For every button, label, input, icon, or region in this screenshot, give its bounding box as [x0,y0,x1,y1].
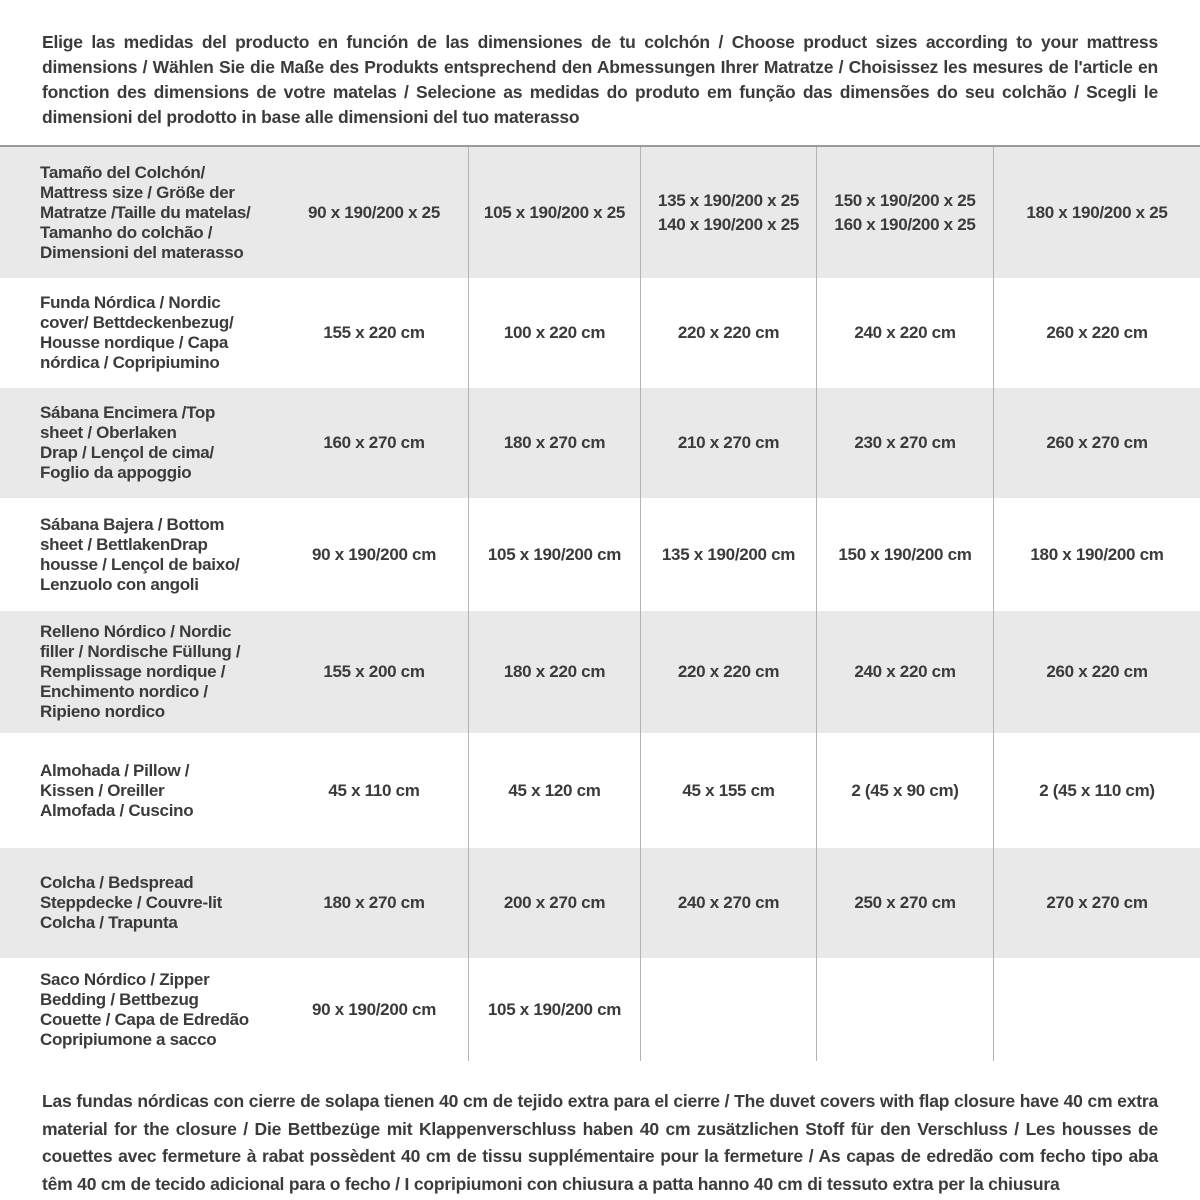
size-cell: 220 x 220 cm [640,611,816,733]
size-cell: 260 x 270 cm [993,388,1200,498]
size-table: Tamaño del Colchón/ Mattress size / Größ… [0,145,1200,1061]
header-size-col-2: 105 x 190/200 x 25 [468,147,640,278]
table-row-bottom-sheet: Sábana Bajera / Bottom sheet / Bettlaken… [0,498,1200,611]
size-cell: 260 x 220 cm [993,611,1200,733]
row-label: Funda Nórdica / Nordic cover/ Bettdecken… [40,293,234,372]
size-cell: 155 x 200 cm [323,662,425,681]
size-cell: 105 x 190/200 cm [468,498,640,611]
size-cell: 90 x 190/200 cm [311,999,437,1019]
size-cell: 260 x 220 cm [993,278,1200,388]
size-cell: 180 x 190/200 cm [993,498,1200,611]
size-cell: 2 (45 x 90 cm) [816,733,993,848]
header-size-col-4: 150 x 190/200 x 25 160 x 190/200 x 25 [816,147,993,278]
table-row-pillow: Almohada / Pillow / Kissen / Oreiller Al… [0,733,1200,848]
size-cell: 100 x 220 cm [468,278,640,388]
size-cell [993,958,1200,1061]
size-cell: 210 x 270 cm [640,388,816,498]
size-cell: 2 (45 x 110 cm) [993,733,1200,848]
size-cell: 45 x 155 cm [640,733,816,848]
row-label: Colcha / Bedspread Steppdecke / Couvre-l… [40,873,223,932]
header-size-col-5: 180 x 190/200 x 25 [993,147,1200,278]
row-label: Almohada / Pillow / Kissen / Oreiller Al… [40,760,194,820]
footnote-text: Las fundas nórdicas con cierre de solapa… [42,1091,1158,1194]
size-cell: 180 x 270 cm [323,893,425,912]
size-cell: 45 x 120 cm [468,733,640,848]
table-row-zipper-bedding: Saco Nórdico / Zipper Bedding / Bettbezu… [0,958,1200,1061]
row-label: Sábana Bajera / Bottom sheet / Bettlaken… [40,514,240,594]
size-cell: 230 x 270 cm [816,388,993,498]
size-cell: 220 x 220 cm [640,278,816,388]
size-cell: 45 x 110 cm [328,780,420,800]
header-size-col-1: 90 x 190/200 x 25 [308,202,440,222]
row-label: Saco Nórdico / Zipper Bedding / Bettbezu… [40,969,249,1049]
size-cell: 150 x 190/200 cm [816,498,993,611]
size-cell: 180 x 270 cm [468,388,640,498]
size-cell: 105 x 190/200 cm [468,958,640,1061]
intro-text: Elige las medidas del producto en funció… [42,32,1158,127]
size-cell: 155 x 220 cm [323,323,425,342]
table-row-nordic-cover: Funda Nórdica / Nordic cover/ Bettdecken… [0,278,1200,388]
size-cell: 270 x 270 cm [993,848,1200,958]
header-mattress-size-label: Tamaño del Colchón/ Mattress size / Größ… [40,162,251,262]
size-cell: 240 x 270 cm [640,848,816,958]
size-cell: 160 x 270 cm [323,433,425,452]
size-cell: 240 x 220 cm [816,278,993,388]
size-cell: 180 x 220 cm [468,611,640,733]
size-cell: 240 x 220 cm [816,611,993,733]
table-row-nordic-filler: Relleno Nórdico / Nordic filler / Nordis… [0,611,1200,733]
size-cell: 135 x 190/200 cm [640,498,816,611]
table-header-row: Tamaño del Colchón/ Mattress size / Größ… [0,147,1200,278]
size-cell: 250 x 270 cm [816,848,993,958]
table-row-top-sheet: Sábana Encimera /Top sheet / Oberlaken D… [0,388,1200,498]
size-cell [816,958,993,1061]
row-label: Relleno Nórdico / Nordic filler / Nordis… [40,622,241,721]
row-label: Sábana Encimera /Top sheet / Oberlaken D… [40,403,216,482]
size-cell [640,958,816,1061]
size-cell: 90 x 190/200 cm [311,544,437,564]
size-cell: 200 x 270 cm [468,848,640,958]
table-row-bedspread: Colcha / Bedspread Steppdecke / Couvre-l… [0,848,1200,958]
header-size-col-3: 135 x 190/200 x 25 140 x 190/200 x 25 [640,147,816,278]
